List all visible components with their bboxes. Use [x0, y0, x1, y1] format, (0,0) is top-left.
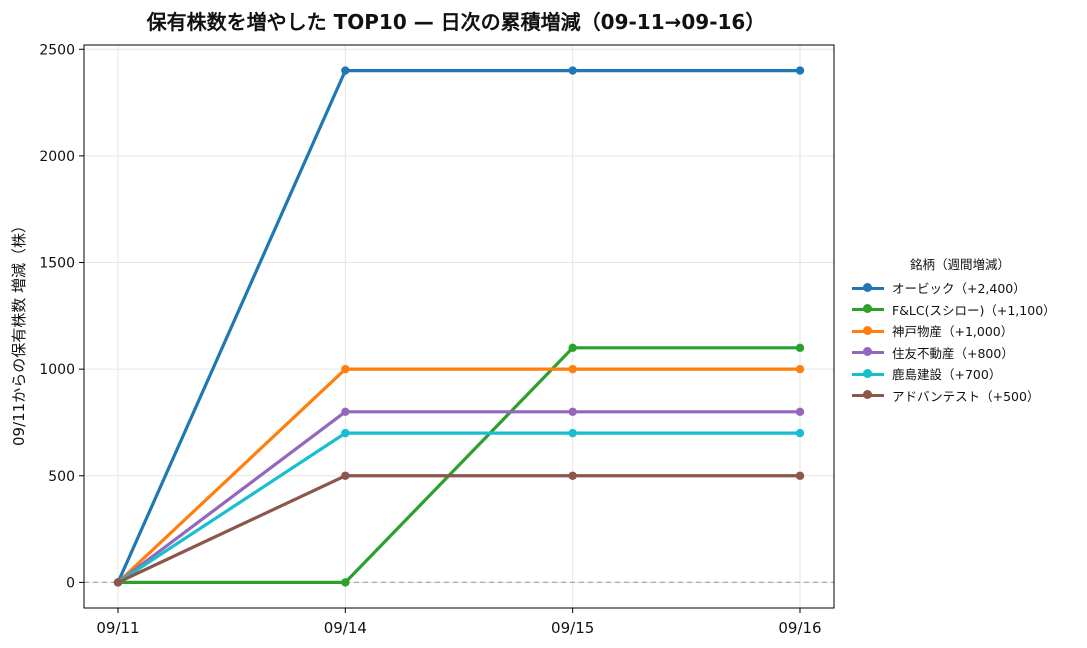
legend-label: 鹿島建設（+700） — [892, 367, 1002, 383]
x-tick-label: 09/11 — [96, 619, 139, 637]
y-tick-label: 0 — [66, 575, 75, 591]
plot-frame — [83, 44, 835, 609]
legend-swatch — [850, 347, 886, 357]
legend-label: F&LC(スシロー)（+1,100） — [892, 302, 1056, 318]
data-point — [568, 471, 577, 480]
data-point — [568, 66, 577, 75]
series-line — [116, 367, 802, 585]
data-point — [341, 428, 350, 438]
legend-swatch — [850, 325, 886, 336]
chart-title: 保有株数を増やした TOP10 — 日次の累積増減（09-11→09-16） — [146, 10, 766, 34]
legend-label: 神戸物産（+1,000） — [892, 324, 1014, 340]
legend-label: アドバンテスト（+500） — [892, 388, 1040, 404]
series-line — [116, 431, 802, 585]
data-point — [568, 364, 577, 374]
x-tick-label: 09/15 — [551, 619, 594, 637]
series-line — [116, 474, 802, 585]
data-point — [795, 407, 805, 417]
data-point — [341, 66, 350, 75]
y-tick-label: 2500 — [39, 42, 75, 58]
data-point — [568, 407, 577, 417]
legend-swatch — [850, 390, 886, 400]
y-tick-label: 1000 — [39, 362, 75, 378]
data-point — [795, 364, 805, 374]
series-5 — [113, 471, 805, 587]
series-line — [116, 346, 802, 585]
legend: 銘柄（週間増減） オービック（+2,400） F&LC(スシロー)（+1,100）… — [850, 254, 1070, 406]
series-line — [116, 68, 802, 585]
legend-item: 神戸物産（+1,000） — [850, 320, 1070, 342]
data-point — [341, 471, 350, 480]
data-point — [795, 66, 805, 75]
data-point — [795, 343, 805, 353]
series-line — [116, 410, 802, 585]
legend-swatch — [850, 368, 886, 379]
legend-item: F&LC(スシロー)（+1,100） — [850, 299, 1070, 321]
series-1 — [113, 343, 805, 587]
data-point — [341, 407, 350, 417]
x-tick-label: 09/14 — [324, 619, 367, 637]
legend-item: 住友不動産（+800） — [850, 342, 1070, 364]
y-tick-label: 1500 — [39, 256, 75, 272]
series-layer — [113, 66, 805, 587]
legend-item: オービック（+2,400） — [850, 277, 1070, 299]
y-tick-label: 500 — [48, 469, 75, 485]
data-point — [341, 578, 350, 587]
legend-label: オービック（+2,400） — [892, 281, 1026, 297]
legend-item: アドバンテスト（+500） — [850, 385, 1070, 407]
data-point — [113, 578, 123, 587]
legend-label: 住友不動産（+800） — [892, 345, 1014, 361]
legend-item: 鹿島建設（+700） — [850, 363, 1070, 385]
data-point — [568, 428, 577, 438]
data-point — [795, 428, 805, 438]
y-axis-label: 09/11からの保有株数 増減（株） — [10, 218, 28, 446]
data-point — [795, 471, 805, 480]
y-tick-label: 2000 — [39, 149, 75, 165]
axes: 0 500 1000 1500 2000 2500 09/11 09/14 09/15 09/16 — [39, 42, 821, 637]
x-tick-label: 09/16 — [778, 619, 821, 637]
legend-title: 銘柄（週間増減） — [909, 257, 1010, 272]
data-point — [568, 343, 577, 353]
legend-swatch — [850, 304, 886, 314]
data-point — [341, 364, 350, 374]
legend-swatch — [850, 282, 886, 293]
